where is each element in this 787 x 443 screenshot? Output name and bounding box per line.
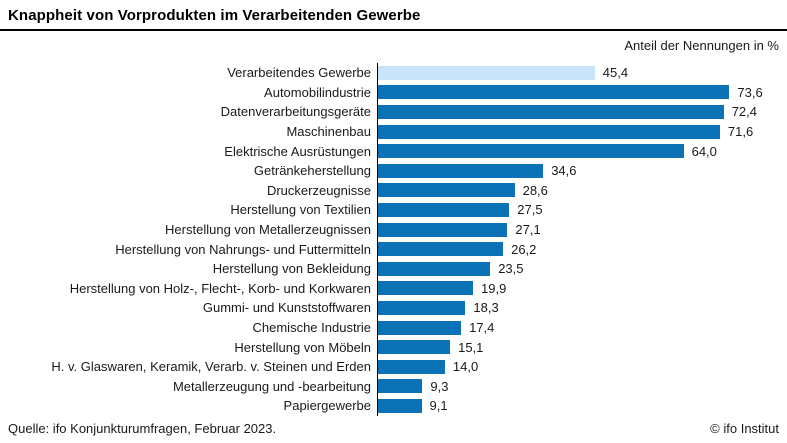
bar [378, 359, 445, 374]
category-label: Verarbeitendes Gewerbe [227, 65, 371, 81]
category-label: Gummi- und Kunststoffwaren [202, 300, 371, 316]
category-label: Metallerzeugung und -bearbeitung [172, 378, 371, 394]
bar-track: 15,1 [377, 337, 787, 357]
footer: Quelle: ifo Konjunkturumfragen, Februar … [0, 416, 787, 436]
chart-row: Herstellung von Metallerzeugnissen 27,1 [0, 219, 787, 240]
bar-track: 27,1 [377, 219, 787, 240]
bar-track: 64,0 [377, 141, 787, 161]
category-label: Herstellung von Holz-, Flecht-, Korb- un… [69, 280, 371, 296]
category-label: Herstellung von Nahrungs- und Futtermitt… [115, 241, 371, 257]
bar [378, 281, 473, 296]
value-label: 34,6 [551, 163, 577, 179]
bar [378, 85, 730, 100]
chart-row: Getränkeherstellung 34,6 [0, 160, 787, 181]
bar [378, 202, 510, 217]
chart-row: Papiergewerbe 9,1 [0, 396, 787, 416]
category-label: Datenverarbeitungsgeräte [220, 104, 371, 120]
value-label: 71,6 [727, 124, 754, 140]
chart-row: Maschinenbau 71,6 [0, 121, 787, 142]
chart-row: Elektrische Ausrüstungen 64,0 [0, 141, 787, 161]
value-label: 18,3 [473, 300, 499, 316]
value-label: 28,6 [522, 182, 548, 198]
category-label: Elektrische Ausrüstungen [224, 143, 371, 159]
bar [378, 340, 451, 355]
value-label: 17,4 [469, 320, 495, 336]
source-note: Quelle: ifo Konjunkturumfragen, Februar … [8, 420, 277, 436]
bar-track: 73,6 [377, 82, 787, 103]
copyright-note: © ifo Institut [710, 420, 779, 436]
chart-row: Gummi- und Kunststoffwaren 18,3 [0, 298, 787, 318]
value-label: 27,1 [515, 222, 541, 238]
chart-row: Herstellung von Bekleidung 23,5 [0, 258, 787, 279]
value-label: 23,5 [498, 261, 524, 277]
bar [378, 183, 515, 198]
bar-track: 9,3 [377, 376, 787, 397]
value-label: 26,2 [511, 241, 537, 257]
bar-track: 23,5 [377, 258, 787, 279]
chart-row: Druckerzeugnisse 28,6 [0, 180, 787, 201]
category-label: Herstellung von Textilien [230, 202, 371, 218]
chart-row: Automobilindustrie 73,6 [0, 82, 787, 103]
bar-track: 71,6 [377, 121, 787, 142]
chart-row: H. v. Glaswaren, Keramik, Verarb. v. Ste… [0, 356, 787, 377]
category-label: Herstellung von Bekleidung [212, 261, 371, 277]
value-label: 9,1 [429, 398, 448, 414]
bar [378, 163, 544, 178]
bar-track: 28,6 [377, 180, 787, 201]
bar-track: 19,9 [377, 278, 787, 299]
category-label: Maschinenbau [286, 124, 371, 140]
category-label: Herstellung von Möbeln [234, 339, 371, 355]
category-label: Automobilindustrie [264, 84, 371, 100]
bar-track: 34,6 [377, 160, 787, 181]
value-label: 73,6 [737, 84, 763, 100]
bar-track: 14,0 [377, 356, 787, 377]
category-label: Getränkeherstellung [253, 163, 371, 179]
header: Knappheit von Vorprodukten im Verarbeite… [0, 0, 787, 31]
category-label: Chemische Industrie [252, 320, 372, 336]
page-title: Knappheit von Vorprodukten im Verarbeite… [8, 7, 421, 24]
value-label: 45,4 [602, 65, 629, 81]
value-label: 15,1 [458, 339, 484, 355]
value-label: 19,9 [481, 280, 507, 296]
bar [378, 300, 466, 315]
bar [378, 261, 491, 276]
bar-track: 72,4 [377, 102, 787, 122]
highlight-bar [378, 65, 595, 80]
bar [378, 379, 423, 394]
value-label: 64,0 [691, 143, 717, 159]
chart-row: Metallerzeugung und -bearbeitung 9,3 [0, 376, 787, 397]
chart-row: Herstellung von Nahrungs- und Futtermitt… [0, 239, 787, 259]
chart-row: Herstellung von Möbeln 15,1 [0, 337, 787, 357]
bar [378, 124, 720, 139]
category-label: Druckerzeugnisse [266, 182, 371, 198]
chart-row: Datenverarbeitungsgeräte 72,4 [0, 102, 787, 122]
value-label: 27,5 [517, 202, 543, 218]
bar-track: 18,3 [377, 298, 787, 318]
value-label: 9,3 [430, 378, 449, 394]
bar [378, 242, 504, 257]
value-label: 14,0 [452, 359, 479, 375]
category-label: H. v. Glaswaren, Keramik, Verarb. v. Ste… [51, 359, 371, 375]
bar [378, 144, 684, 159]
axis-unit-label: Anteil der Nennungen in % [624, 38, 779, 53]
bar-track: 9,1 [377, 396, 787, 416]
bar-track: 27,5 [377, 200, 787, 220]
value-label: 72,4 [731, 104, 757, 120]
bar-chart: Verarbeitendes Gewerbe 45,4 Automobilindus… [0, 63, 787, 416]
category-label: Papiergewerbe [283, 398, 371, 414]
chart-row: Chemische Industrie 17,4 [0, 317, 787, 338]
bar-track: 45,4 [377, 63, 787, 83]
bar [378, 320, 462, 335]
bar [378, 222, 508, 237]
bar-track: 26,2 [377, 239, 787, 259]
chart-row: Herstellung von Textilien 27,5 [0, 200, 787, 220]
chart-row: Herstellung von Holz-, Flecht-, Korb- un… [0, 278, 787, 299]
bar-track: 17,4 [377, 317, 787, 338]
category-label: Herstellung von Metallerzeugnissen [165, 222, 371, 238]
chart-row: Verarbeitendes Gewerbe 45,4 [0, 63, 787, 83]
bar [378, 398, 422, 413]
bar [378, 104, 724, 119]
